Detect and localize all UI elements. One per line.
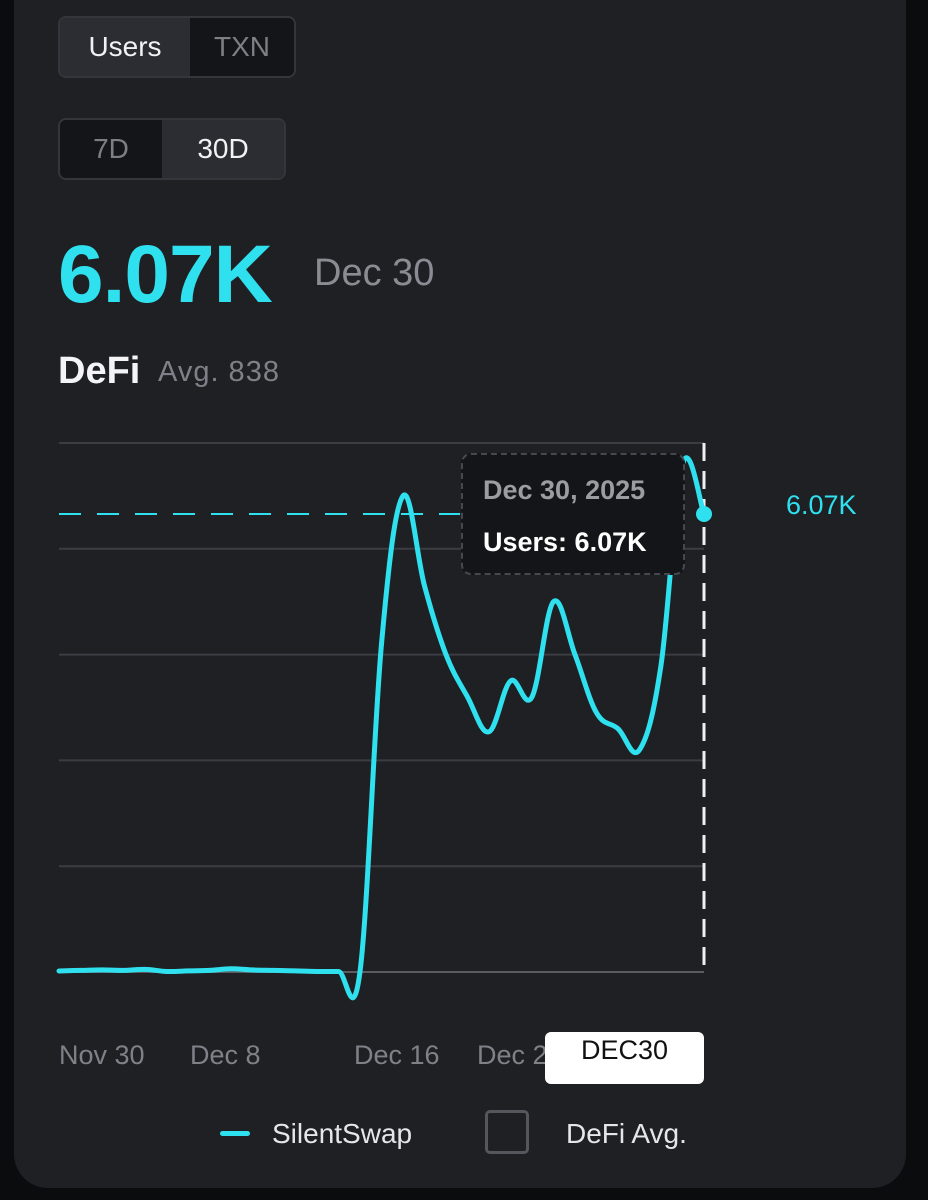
category-average: Avg. 838: [158, 356, 280, 388]
range-toggle: 7D 30D: [58, 118, 286, 180]
x-cursor-badge: DEC30: [545, 1032, 704, 1084]
legend-silentswap[interactable]: SilentSwap: [272, 1118, 413, 1149]
defi-avg-checkbox[interactable]: [485, 1110, 529, 1154]
category-title: DeFi: [58, 350, 141, 392]
metric-toggle: Users TXN: [58, 16, 296, 78]
x-tick-label: Dec 16: [354, 1040, 440, 1070]
headline-value: 6.07K: [58, 229, 273, 320]
end-value-label: 6.07K: [786, 490, 857, 520]
range-7d-button[interactable]: 7D: [60, 120, 162, 178]
series-line-silentswap: [56, 455, 707, 1001]
tooltip-date: Dec 30, 2025: [483, 475, 646, 505]
series-end-point: [696, 506, 712, 522]
range-30d-button[interactable]: 30D: [162, 120, 284, 178]
tooltip-value: Users: 6.07K: [483, 527, 647, 557]
legend-defi-avg[interactable]: DeFi Avg.: [566, 1118, 687, 1149]
headline-date: Dec 30: [314, 252, 435, 294]
x-tick-label: Dec 2: [477, 1040, 548, 1070]
txn-toggle-button[interactable]: TXN: [190, 18, 294, 76]
users-toggle-button[interactable]: Users: [60, 18, 190, 76]
legend-line-icon: [220, 1131, 250, 1136]
x-tick-label: Dec 8: [190, 1040, 261, 1070]
chart-tooltip: Dec 30, 2025 Users: 6.07K: [461, 453, 685, 575]
x-tick-label: Nov 30: [59, 1040, 145, 1070]
chart-card: [14, 0, 906, 1188]
